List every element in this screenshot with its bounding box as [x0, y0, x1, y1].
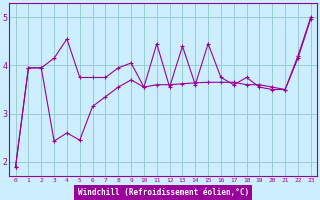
X-axis label: Windchill (Refroidissement éolien,°C): Windchill (Refroidissement éolien,°C)	[78, 188, 249, 197]
